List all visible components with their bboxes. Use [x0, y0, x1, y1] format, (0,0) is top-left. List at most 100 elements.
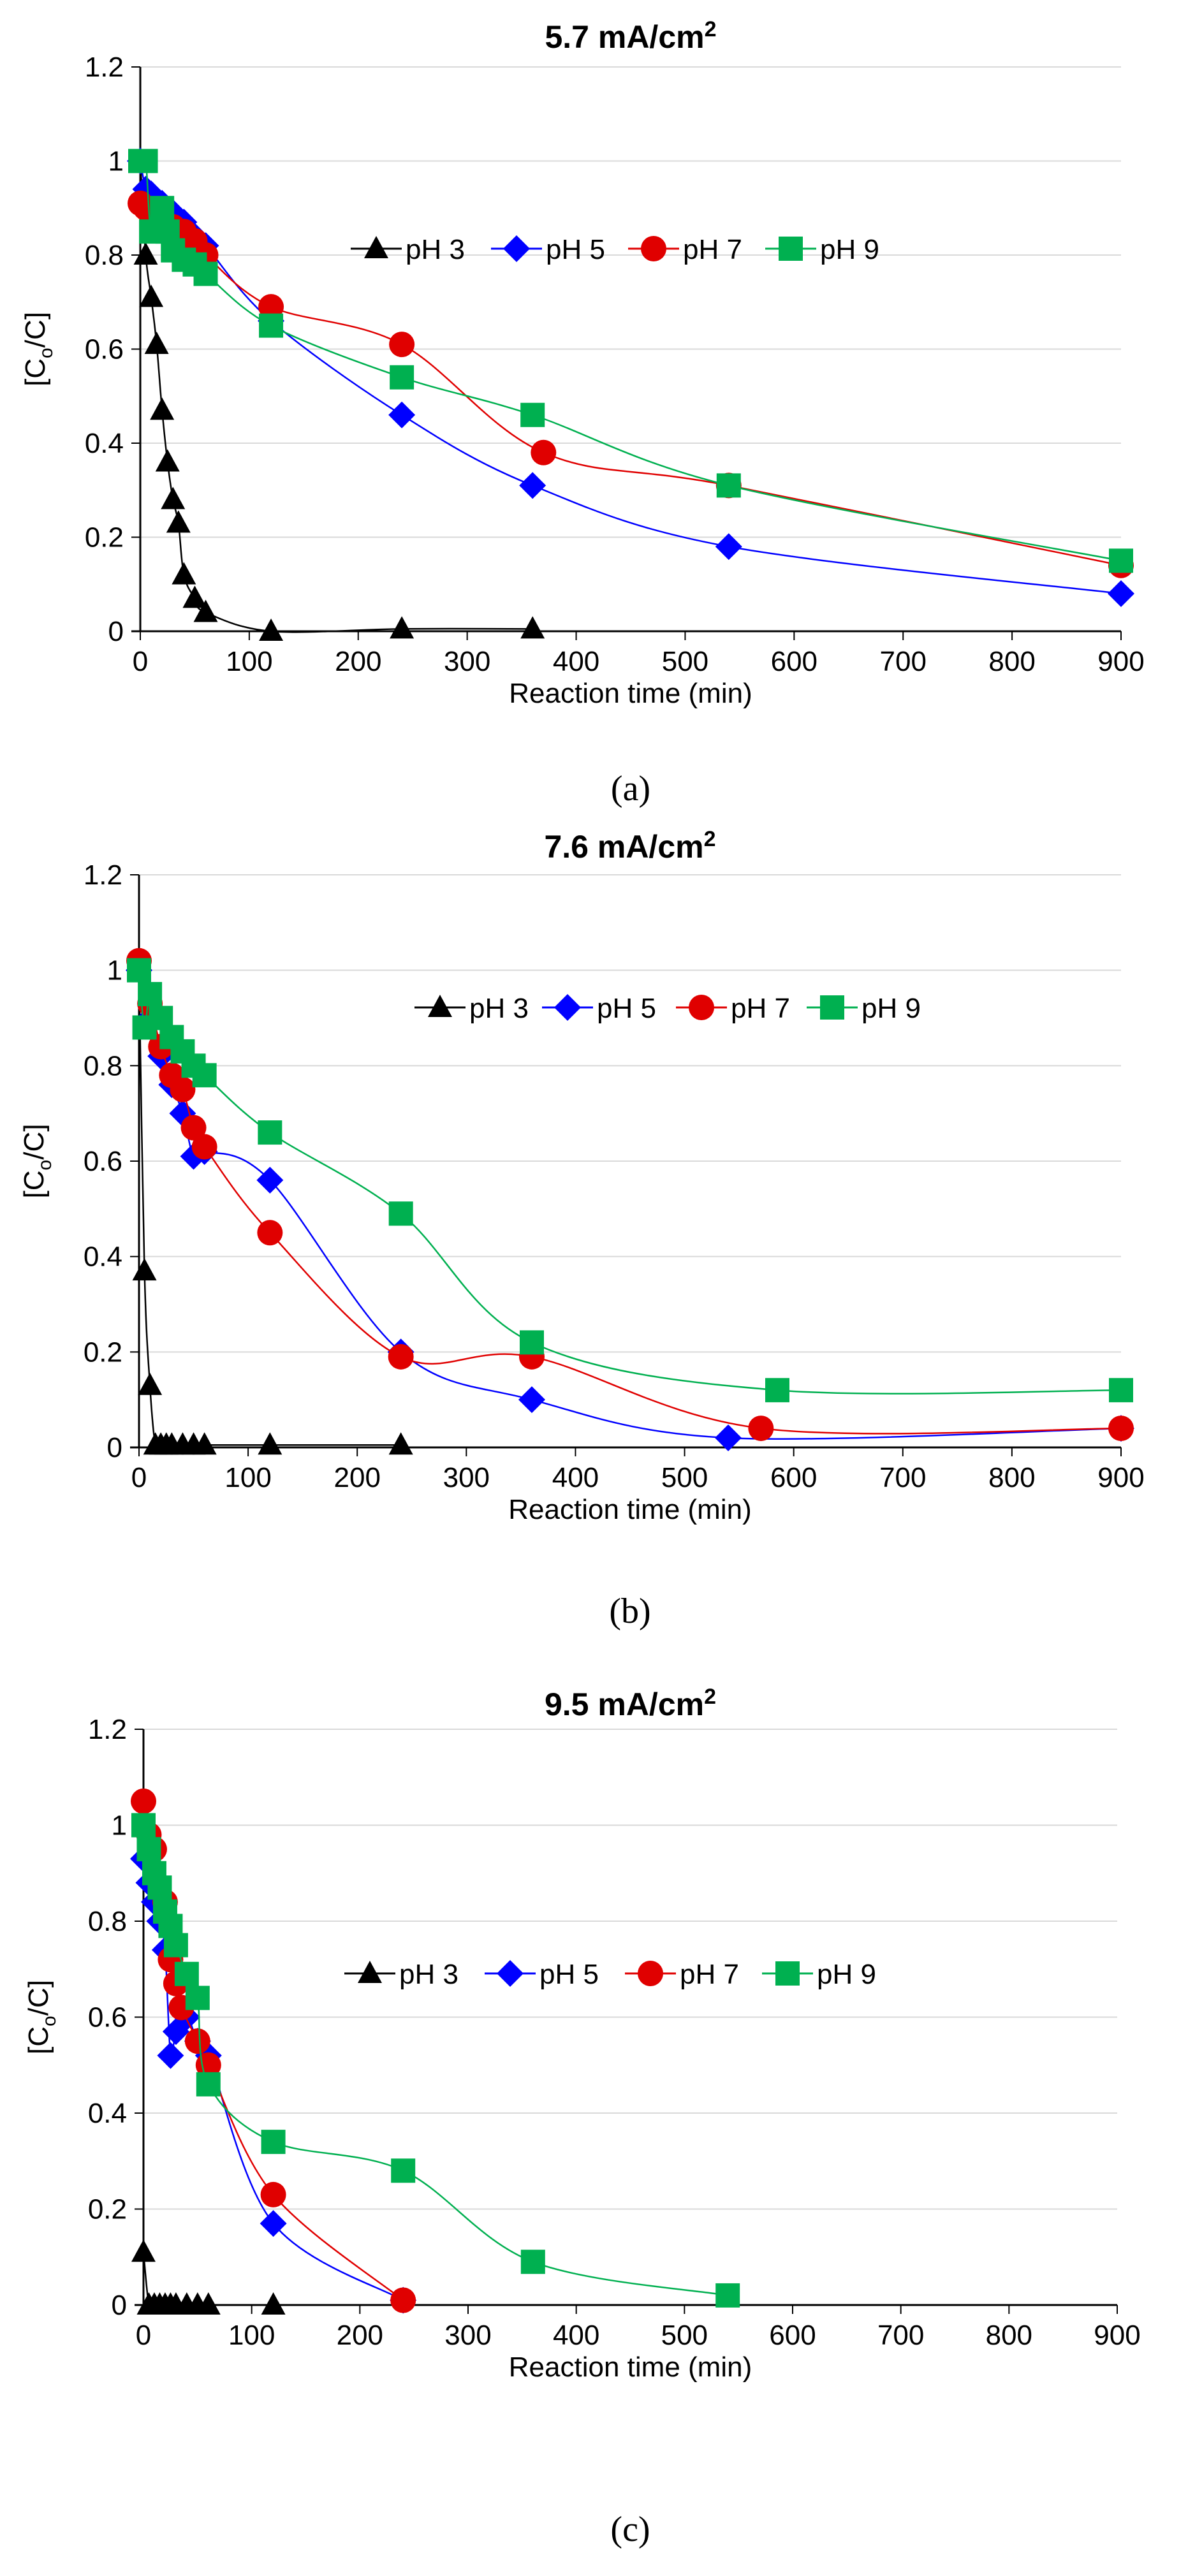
y-tick-label: 0.6 [84, 1146, 122, 1177]
x-tick-label: 900 [1094, 2320, 1140, 2351]
y-tick-label: 0.6 [88, 2002, 127, 2033]
x-tick-label: 200 [337, 2320, 383, 2351]
chart-panel-3: 9.5 mA/cm2 0 0.2 0.4 0.6 0.8 1 1.2 0 100 200 300 400… [23, 1685, 1141, 2549]
y-axis-label-main: [C [20, 358, 51, 386]
data-point [520, 1330, 544, 1355]
data-point [1108, 1416, 1134, 1442]
legend-label: pH 3 [406, 234, 465, 265]
data-point [147, 1875, 172, 1900]
chart-panel-1: 5.7 mA/cm2 0 0.2 0.4 0.6 0.8 1 1.2 0 100 200 300 400… [20, 17, 1145, 809]
legend-label: pH 7 [731, 993, 790, 1024]
y-axis-label: [Co/C] [18, 1124, 55, 1199]
y-axis-label-main: [C [18, 1170, 50, 1198]
data-point [138, 1372, 163, 1395]
y-tick-label: 0.2 [85, 522, 124, 553]
data-point [196, 2292, 221, 2315]
series-line [138, 970, 1122, 1394]
y-tick-label: 1 [107, 955, 122, 986]
y-tick-label: 0.6 [85, 334, 124, 365]
x-tick-label: 100 [228, 2320, 275, 2351]
x-tick-label: 400 [552, 1462, 599, 1493]
series-line [140, 202, 1122, 566]
y-axis-label: [Co/C] [20, 312, 57, 386]
series-ph-9 [131, 1813, 740, 2308]
data-point [127, 958, 151, 983]
y-tick-label: 0.2 [88, 2194, 127, 2225]
y-tick-label: 0 [108, 616, 124, 647]
x-tick-label: 500 [661, 2320, 708, 2351]
data-point [182, 585, 207, 608]
x-tick-label: 700 [877, 2320, 924, 2351]
y-tick-label: 0.2 [84, 1336, 122, 1368]
legend-entry: pH 5 [485, 1959, 599, 1990]
data-point [180, 1115, 207, 1141]
legend-entry: pH 7 [625, 1959, 739, 1990]
series-line [142, 1825, 728, 2297]
y-tick-label: 1.2 [84, 860, 122, 891]
y-tick-label: 0.8 [88, 1906, 127, 1937]
series-ph-9 [128, 149, 1133, 573]
x-tick-label: 300 [444, 646, 490, 677]
x-tick-label: 800 [988, 1462, 1035, 1493]
x-tick-label: 800 [988, 646, 1035, 677]
y-tick-label: 0.4 [85, 428, 124, 459]
data-point [139, 284, 164, 307]
chart-title-text: 5.7 mA/cm [545, 19, 704, 55]
y-tick-label: 1.2 [85, 52, 124, 83]
y-tick-label: 1 [108, 146, 124, 177]
data-point [519, 472, 546, 499]
data-point [259, 313, 284, 338]
panel-caption: (a) [611, 769, 650, 809]
data-point [261, 2292, 286, 2315]
series-line [138, 970, 1122, 1440]
data-point [389, 332, 415, 358]
data-point [131, 1788, 156, 1814]
x-tick-label: 500 [661, 1462, 708, 1493]
data-point [138, 982, 163, 1007]
data-point [163, 1933, 188, 1958]
x-tick-label: 0 [131, 1462, 147, 1493]
data-point [520, 616, 545, 639]
x-tick-label: 600 [769, 2320, 816, 2351]
data-point [155, 449, 180, 472]
series-ph-9 [127, 958, 1133, 1403]
x-tick-label: 100 [224, 1462, 271, 1493]
data-point [144, 332, 169, 355]
data-point [192, 1432, 217, 1455]
data-point [150, 196, 175, 221]
data-point [391, 2158, 416, 2183]
legend-marker [775, 1961, 800, 1986]
legend-entry: pH 3 [344, 1959, 458, 1990]
data-point [520, 402, 545, 427]
data-point [166, 510, 191, 533]
y-axis-label-subscript: o [36, 348, 57, 358]
legend-entry: pH 7 [676, 993, 790, 1024]
data-point [259, 618, 284, 641]
x-axis-label: Reaction time (min) [509, 2352, 752, 2383]
legend-entry: pH 5 [542, 993, 656, 1024]
data-point [388, 1432, 413, 1455]
x-tick-label: 600 [771, 646, 817, 677]
data-point [185, 1986, 210, 2010]
legend-label: pH 9 [861, 993, 921, 1024]
legend-label: pH 5 [597, 993, 656, 1024]
data-point [388, 1201, 413, 1226]
data-point [170, 1076, 196, 1102]
y-tick-label: 1 [112, 1810, 127, 1841]
data-point [1109, 548, 1133, 573]
series-ph-5 [127, 147, 1134, 607]
series-line [138, 960, 1122, 1435]
x-tick-label: 0 [136, 2320, 151, 2351]
data-point [193, 599, 218, 622]
data-point [765, 1378, 789, 1403]
data-point [150, 397, 175, 420]
legend-label: pH 9 [817, 1959, 876, 1990]
data-point [518, 1386, 545, 1414]
legend-label: pH 5 [539, 1959, 599, 1990]
data-point [184, 2028, 210, 2054]
panel-caption: (c) [610, 2510, 650, 2549]
x-tick-label: 700 [879, 1462, 926, 1493]
data-point [174, 1961, 199, 1986]
x-tick-label: 400 [553, 646, 599, 677]
legend-entry: pH 7 [628, 234, 742, 265]
